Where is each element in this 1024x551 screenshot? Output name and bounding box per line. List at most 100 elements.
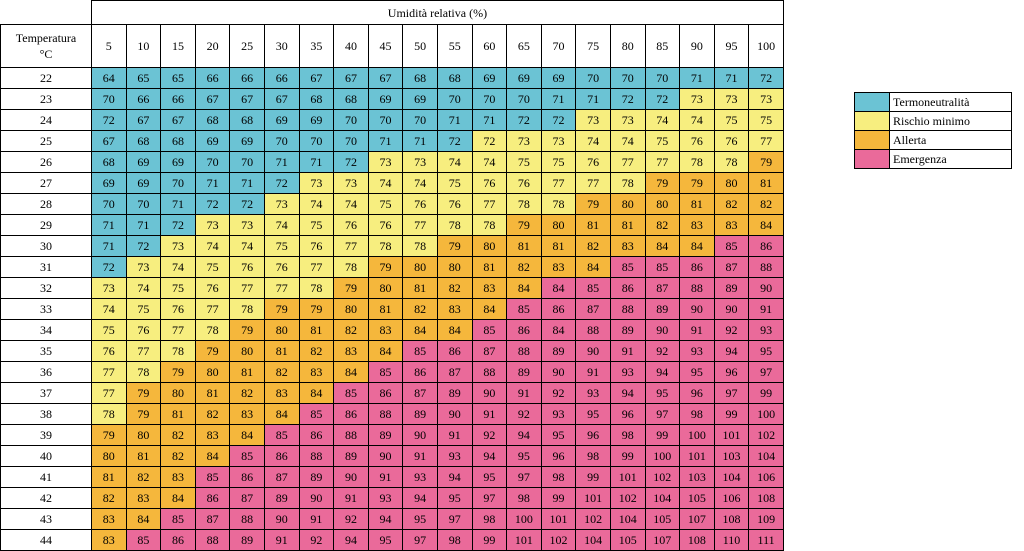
thi-value-cell: 83 (229, 403, 265, 425)
thi-value-cell: 87 (713, 256, 750, 278)
thi-value-cell: 77 (263, 277, 300, 299)
thi-value-cell: 66 (194, 67, 231, 89)
thi-value-cell: 111 (748, 529, 784, 551)
thi-value-cell: 83 (679, 214, 715, 236)
thi-value-cell: 88 (679, 277, 715, 299)
thi-value-cell: 86 (436, 340, 473, 362)
thi-value-cell: 94 (471, 445, 508, 467)
thi-value-cell: 81 (91, 466, 127, 488)
thi-value-cell: 76 (402, 193, 438, 215)
thi-value-cell: 80 (229, 340, 265, 362)
temperature-tick-label: 43 (0, 508, 92, 530)
thi-value-cell: 70 (436, 88, 473, 110)
thi-value-cell: 83 (471, 277, 508, 299)
thi-value-cell: 85 (160, 508, 196, 530)
thi-value-cell: 87 (471, 340, 508, 362)
thi-value-cell: 98 (679, 403, 715, 425)
thi-value-cell: 73 (402, 151, 438, 173)
thi-value-cell: 83 (609, 235, 646, 257)
humidity-tick-label: 60 (471, 24, 508, 68)
humidity-tick-label: 75 (575, 24, 611, 68)
thi-value-cell: 72 (91, 256, 127, 278)
thi-value-cell: 79 (436, 235, 473, 257)
thi-value-cell: 101 (609, 466, 646, 488)
thi-value-cell: 87 (436, 361, 473, 383)
thi-value-cell: 65 (125, 67, 162, 89)
legend-swatch (854, 111, 890, 131)
thi-value-cell: 86 (194, 487, 231, 509)
thi-value-cell: 74 (160, 256, 196, 278)
thi-value-cell: 82 (713, 193, 750, 215)
thi-value-cell: 67 (333, 67, 369, 89)
thi-value-cell: 69 (125, 172, 162, 194)
thi-value-cell: 76 (91, 340, 127, 362)
thi-value-cell: 74 (575, 130, 611, 152)
thi-value-cell: 90 (333, 466, 369, 488)
thi-value-cell: 104 (609, 508, 646, 530)
thi-value-cell: 86 (506, 319, 542, 341)
thi-value-cell: 82 (506, 256, 542, 278)
column-header: Umidità relativa (%) (91, 0, 784, 25)
thi-value-cell: 70 (125, 193, 162, 215)
thi-value-cell: 90 (679, 298, 715, 320)
thi-table: Umidità relativa (%) Temperatura °C 5 10 15 20… (0, 0, 784, 551)
thi-value-cell: 89 (298, 466, 335, 488)
humidity-tick-label: 50 (402, 24, 438, 68)
thi-value-cell: 83 (298, 361, 335, 383)
thi-value-cell: 86 (679, 256, 715, 278)
thi-value-cell: 81 (471, 256, 508, 278)
thi-value-cell: 99 (609, 445, 646, 467)
temperature-tick-label: 27 (0, 172, 92, 194)
thi-value-cell: 83 (91, 508, 127, 530)
thi-value-cell: 84 (506, 277, 542, 299)
thi-value-cell: 79 (263, 298, 300, 320)
thi-value-cell: 88 (471, 361, 508, 383)
thi-value-cell: 91 (506, 382, 542, 404)
thi-value-cell: 71 (125, 214, 162, 236)
legend-entry: Termoneutralità (854, 92, 1012, 112)
thi-value-cell: 78 (471, 214, 508, 236)
thi-value-cell: 78 (367, 235, 404, 257)
thi-value-cell: 77 (748, 130, 784, 152)
thi-value-cell: 90 (436, 403, 473, 425)
thi-value-cell: 89 (333, 445, 369, 467)
thi-value-cell: 72 (471, 130, 508, 152)
thi-value-cell: 67 (125, 109, 162, 131)
thi-value-cell: 85 (402, 340, 438, 362)
thi-value-cell: 85 (125, 529, 162, 551)
thi-value-cell: 91 (471, 403, 508, 425)
thi-value-cell: 81 (367, 298, 404, 320)
humidity-tick-label: 100 (748, 24, 784, 68)
thi-value-cell: 71 (229, 172, 265, 194)
thi-value-cell: 84 (540, 319, 577, 341)
thi-value-cell: 70 (333, 130, 369, 152)
legend-entry: Allerta (854, 130, 1012, 150)
table-row: 30 71 72 73 74 74 75 76 77 78 78 79 80 81 81 82 83 84 84 85… (0, 235, 784, 257)
humidity-tick-label: 35 (298, 24, 335, 68)
temperature-tick-label: 42 (0, 487, 92, 509)
thi-value-cell: 73 (91, 277, 127, 299)
thi-value-cell: 73 (609, 109, 646, 131)
thi-value-cell: 92 (298, 529, 335, 551)
thi-value-cell: 80 (160, 382, 196, 404)
temperature-tick-label: 28 (0, 193, 92, 215)
thi-value-cell: 73 (679, 88, 715, 110)
thi-value-cell: 78 (506, 193, 542, 215)
thi-value-cell: 76 (229, 256, 265, 278)
temperature-tick-label: 34 (0, 319, 92, 341)
thi-value-cell: 95 (436, 487, 473, 509)
thi-value-cell: 95 (540, 424, 577, 446)
humidity-tick-label: 70 (540, 24, 577, 68)
thi-value-cell: 79 (91, 424, 127, 446)
thi-value-cell: 76 (679, 130, 715, 152)
table-row: 24 72 67 67 68 68 69 69 70 70 70 71 71 72 72 73 73 74 74 75… (0, 109, 784, 131)
corner-cell (0, 0, 92, 25)
thi-value-cell: 80 (540, 214, 577, 236)
thi-value-cell: 104 (575, 529, 611, 551)
thi-value-cell: 93 (367, 487, 404, 509)
table-row: 38 78 79 81 82 83 84 85 86 88 89 90 91 92 93 95 96 97 98 99… (0, 403, 784, 425)
thi-value-cell: 94 (609, 382, 646, 404)
thi-value-cell: 89 (229, 529, 265, 551)
thi-value-cell: 77 (298, 256, 335, 278)
thi-value-cell: 70 (333, 109, 369, 131)
